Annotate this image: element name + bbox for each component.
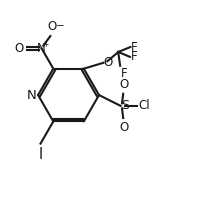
- Text: Cl: Cl: [138, 99, 150, 112]
- Text: F: F: [131, 50, 138, 63]
- Text: S: S: [121, 99, 129, 112]
- Text: +: +: [42, 40, 49, 50]
- Text: −: −: [56, 21, 65, 31]
- Text: O: O: [119, 78, 128, 91]
- Text: O: O: [47, 21, 56, 33]
- Text: O: O: [104, 56, 113, 69]
- Text: O: O: [15, 42, 24, 55]
- Text: F: F: [131, 41, 138, 53]
- Text: N: N: [37, 42, 46, 55]
- Text: F: F: [121, 67, 128, 80]
- Text: I: I: [38, 147, 43, 162]
- Text: N: N: [26, 89, 36, 102]
- Text: O: O: [119, 121, 128, 134]
